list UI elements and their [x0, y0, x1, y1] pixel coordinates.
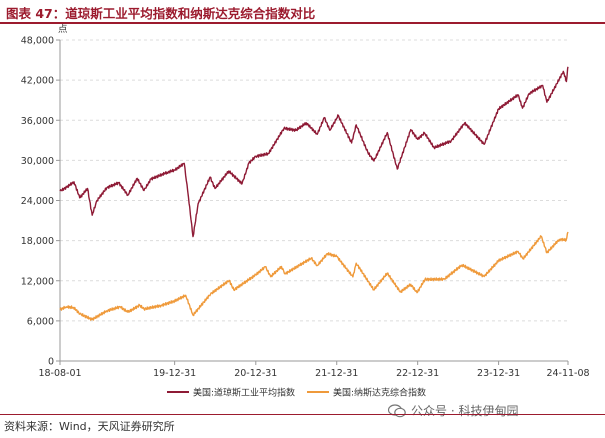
chart-title: 图表 47：道琼斯工业平均指数和纳斯达克综合指数对比: [6, 6, 316, 21]
chart-series: [59, 66, 569, 321]
y-tick-label: 18,000: [21, 236, 54, 247]
y-tick-label: 12,000: [21, 276, 54, 287]
y-tick-label: 42,000: [21, 76, 54, 87]
chart-gridlines: [60, 39, 568, 322]
series-line-1: [59, 66, 569, 238]
x-tick-label: 24-11-08: [546, 368, 589, 379]
x-axis-ticks: 18-08-01 19-12-31 20-12-31 21-12-31 22-12-31…: [38, 361, 590, 379]
x-tick-label: 21-12-31: [315, 368, 358, 379]
source-note: 资料来源：Wind，天风证券研究所: [4, 420, 175, 433]
y-axis-ticks: 0 6,000 12,000 18,000 24,000 30,000 36,000 42,0…: [21, 36, 60, 368]
legend-label: 美国:纳斯达克综合指数: [333, 387, 426, 399]
legend-label: 美国:道琼斯工业平均指数: [193, 387, 295, 399]
x-tick-label: 19-12-31: [153, 368, 196, 379]
y-tick-label: 36,000: [21, 116, 54, 127]
footer-divider: [0, 414, 605, 415]
x-tick-label: 18-08-01: [38, 368, 81, 379]
title-divider: [0, 22, 605, 24]
line-chart: 0 6,000 12,000 18,000 24,000 30,000 36,000 42,0…: [21, 24, 590, 399]
y-tick-label: 6,000: [27, 316, 54, 327]
series-line-2: [59, 231, 569, 321]
watermark-text: 公众号 · 科技伊甸园: [411, 404, 519, 418]
x-tick-label: 22-12-31: [396, 368, 439, 379]
x-tick-label: 20-12-31: [234, 368, 277, 379]
y-tick-label: 0: [48, 357, 54, 368]
y-tick-label: 24,000: [21, 196, 54, 207]
y-tick-label: 48,000: [21, 36, 54, 47]
x-tick-label: 23-12-31: [477, 368, 520, 379]
chart-legend: 美国:道琼斯工业平均指数 美国:纳斯达克综合指数: [167, 387, 426, 399]
y-axis-label: 点: [58, 24, 68, 35]
watermark: 公众号 · 科技伊甸园: [388, 402, 518, 419]
wechat-icon: [388, 403, 406, 417]
y-tick-label: 30,000: [21, 156, 54, 167]
